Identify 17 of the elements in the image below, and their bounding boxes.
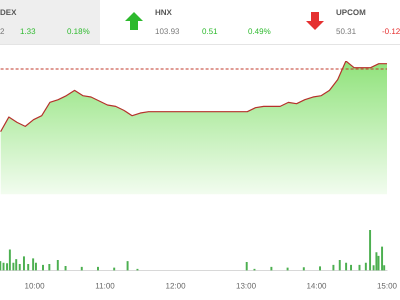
text: 103.93	[155, 27, 180, 36]
x-tick-label: 10:00	[24, 281, 46, 290]
text: DEX	[0, 8, 16, 17]
text: 0.18%	[67, 27, 90, 36]
x-tick-label: 15:00	[376, 281, 398, 290]
text: 50.31	[336, 27, 356, 36]
text: 1.33	[20, 27, 36, 36]
text: HNX	[155, 8, 172, 17]
text: UPCOM	[336, 8, 366, 17]
text: 2	[0, 27, 4, 36]
x-tick-label: 13:00	[236, 281, 257, 290]
x-tick-label: 14:00	[306, 281, 328, 290]
x-tick-label: 11:00	[95, 281, 116, 290]
x-tick-label: 12:00	[166, 281, 186, 290]
text: 0.51	[202, 27, 218, 36]
text: 0.49%	[248, 27, 271, 36]
text: -0.12	[382, 27, 400, 36]
